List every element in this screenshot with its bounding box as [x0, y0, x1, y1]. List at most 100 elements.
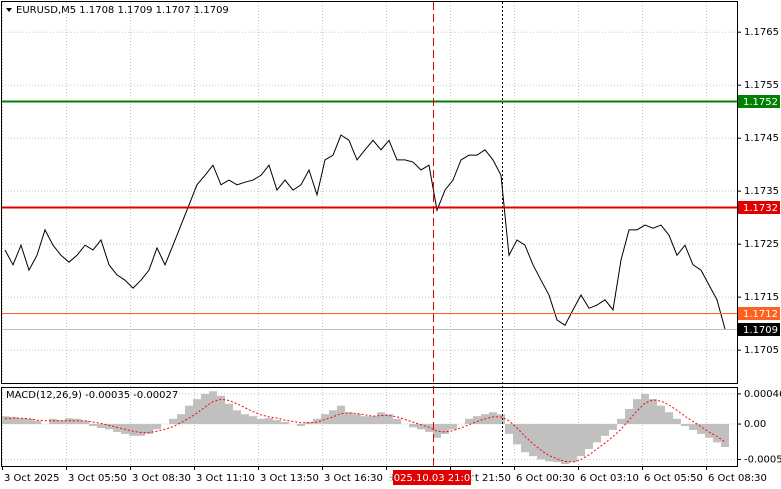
- x-tick-label: 6 Oct 08:30: [708, 473, 767, 484]
- macd-bar: [489, 412, 497, 425]
- level-label: 1.1752: [743, 97, 778, 108]
- macd-bar: [225, 403, 233, 425]
- macd-bar: [113, 424, 121, 432]
- macd-bar: [233, 410, 241, 425]
- y-tick-label: 0.00: [744, 419, 766, 430]
- macd-bar: [49, 418, 57, 425]
- crosshair-label: 2025.10.03 21:05: [387, 473, 476, 484]
- macd-bar: [553, 424, 561, 463]
- macd-panel-border: [1, 387, 738, 467]
- macd-bar: [713, 424, 721, 443]
- macd-bar: [697, 424, 705, 434]
- macd-bar: [17, 418, 25, 425]
- x-tick-label: 3 Oct 2025: [4, 473, 59, 484]
- macd-bar: [569, 424, 577, 463]
- data-layer: [1, 100, 737, 465]
- macd-bar: [57, 420, 65, 425]
- level-label: 1.1732: [743, 203, 778, 214]
- macd-bar: [185, 405, 193, 425]
- price-panel-border: [1, 1, 738, 384]
- x-tick-label: 3 Oct 21:50: [452, 473, 511, 484]
- macd-bar: [209, 391, 217, 425]
- macd-bar: [377, 412, 385, 425]
- macd-bar: [545, 424, 553, 462]
- macd-bar: [1, 416, 9, 425]
- macd-bar: [617, 418, 625, 425]
- x-tick-label: 6 Oct 00:30: [516, 473, 575, 484]
- level-label-box: [738, 307, 780, 320]
- y-tick-label: 1.1765: [744, 27, 779, 38]
- macd-bar: [721, 424, 729, 447]
- macd-bar: [537, 424, 545, 460]
- macd-bar: [241, 414, 249, 425]
- macd-bar: [145, 424, 153, 434]
- macd-bar: [441, 424, 449, 434]
- macd-bar: [217, 395, 225, 425]
- macd-bar: [361, 416, 369, 425]
- signal-line: [4, 398, 726, 463]
- macd-bar: [433, 424, 441, 438]
- level-label: 1.1709: [743, 325, 778, 336]
- macd-bar: [81, 420, 89, 425]
- macd-bar: [249, 416, 257, 425]
- x-tick-label: 3 Oct 08:30: [132, 473, 191, 484]
- macd-bar: [273, 420, 281, 425]
- macd-bar: [137, 424, 145, 436]
- macd-bar: [633, 399, 641, 425]
- macd-bar: [497, 414, 505, 425]
- macd-bar: [177, 414, 185, 425]
- macd-bar: [561, 424, 569, 465]
- x-tick-label: 3 Oct 13:50: [260, 473, 319, 484]
- level-label-box: [738, 95, 780, 108]
- macd-bar: [673, 418, 681, 425]
- macd-bar: [25, 418, 33, 425]
- x-tick-label: 3 Oct 16:30: [324, 473, 383, 484]
- macd-bar: [169, 418, 177, 425]
- y-tick-label: 1.1715: [744, 292, 779, 303]
- macd-bar: [465, 418, 473, 425]
- macd-bar: [297, 424, 305, 427]
- macd-bar: [9, 416, 17, 425]
- macd-bar: [153, 424, 161, 430]
- macd-bar: [129, 424, 137, 436]
- macd-bar: [201, 393, 209, 425]
- macd-bar: [657, 405, 665, 425]
- macd-bar: [97, 424, 105, 428]
- menu-triangle: [6, 8, 12, 12]
- macd-bar: [593, 424, 601, 443]
- x-tick-label: 6 Oct 05:50: [644, 473, 703, 484]
- macd-bar: [425, 424, 433, 432]
- macd-bar: [473, 416, 481, 425]
- x-tick-label: 3 Oct 05:50: [68, 473, 127, 484]
- macd-bar: [281, 422, 289, 425]
- macd-bar: [609, 424, 617, 430]
- macd-bar: [409, 424, 417, 428]
- macd-bar: [89, 424, 97, 427]
- macd-bar: [353, 414, 361, 425]
- y-tick-label: 1.1705: [744, 345, 779, 356]
- y-tick-label: 1.1745: [744, 133, 779, 144]
- macd-bar: [321, 414, 329, 425]
- macd-bar: [505, 424, 513, 434]
- macd-bar: [585, 424, 593, 449]
- macd-bar: [193, 399, 201, 425]
- macd-bar: [73, 418, 81, 425]
- macd-bar: [369, 416, 377, 425]
- macd-bar: [385, 414, 393, 425]
- macd-bar: [665, 412, 673, 425]
- macd-bar: [649, 399, 657, 425]
- macd-bar: [577, 424, 585, 457]
- macd-bar: [393, 418, 401, 425]
- macd-bar: [449, 424, 457, 430]
- y-tick-label: -0.00054: [744, 454, 781, 465]
- macd-bar: [521, 424, 529, 453]
- macd-title: MACD(12,26,9) -0.00035 -0.00027: [6, 390, 178, 401]
- macd-bar: [329, 410, 337, 425]
- macd-bar: [105, 424, 113, 430]
- y-tick-label: 1.1735: [744, 186, 779, 197]
- level-label-box: [738, 323, 780, 336]
- macd-bar: [417, 424, 425, 430]
- y-tick-label: 0.00046: [744, 389, 781, 400]
